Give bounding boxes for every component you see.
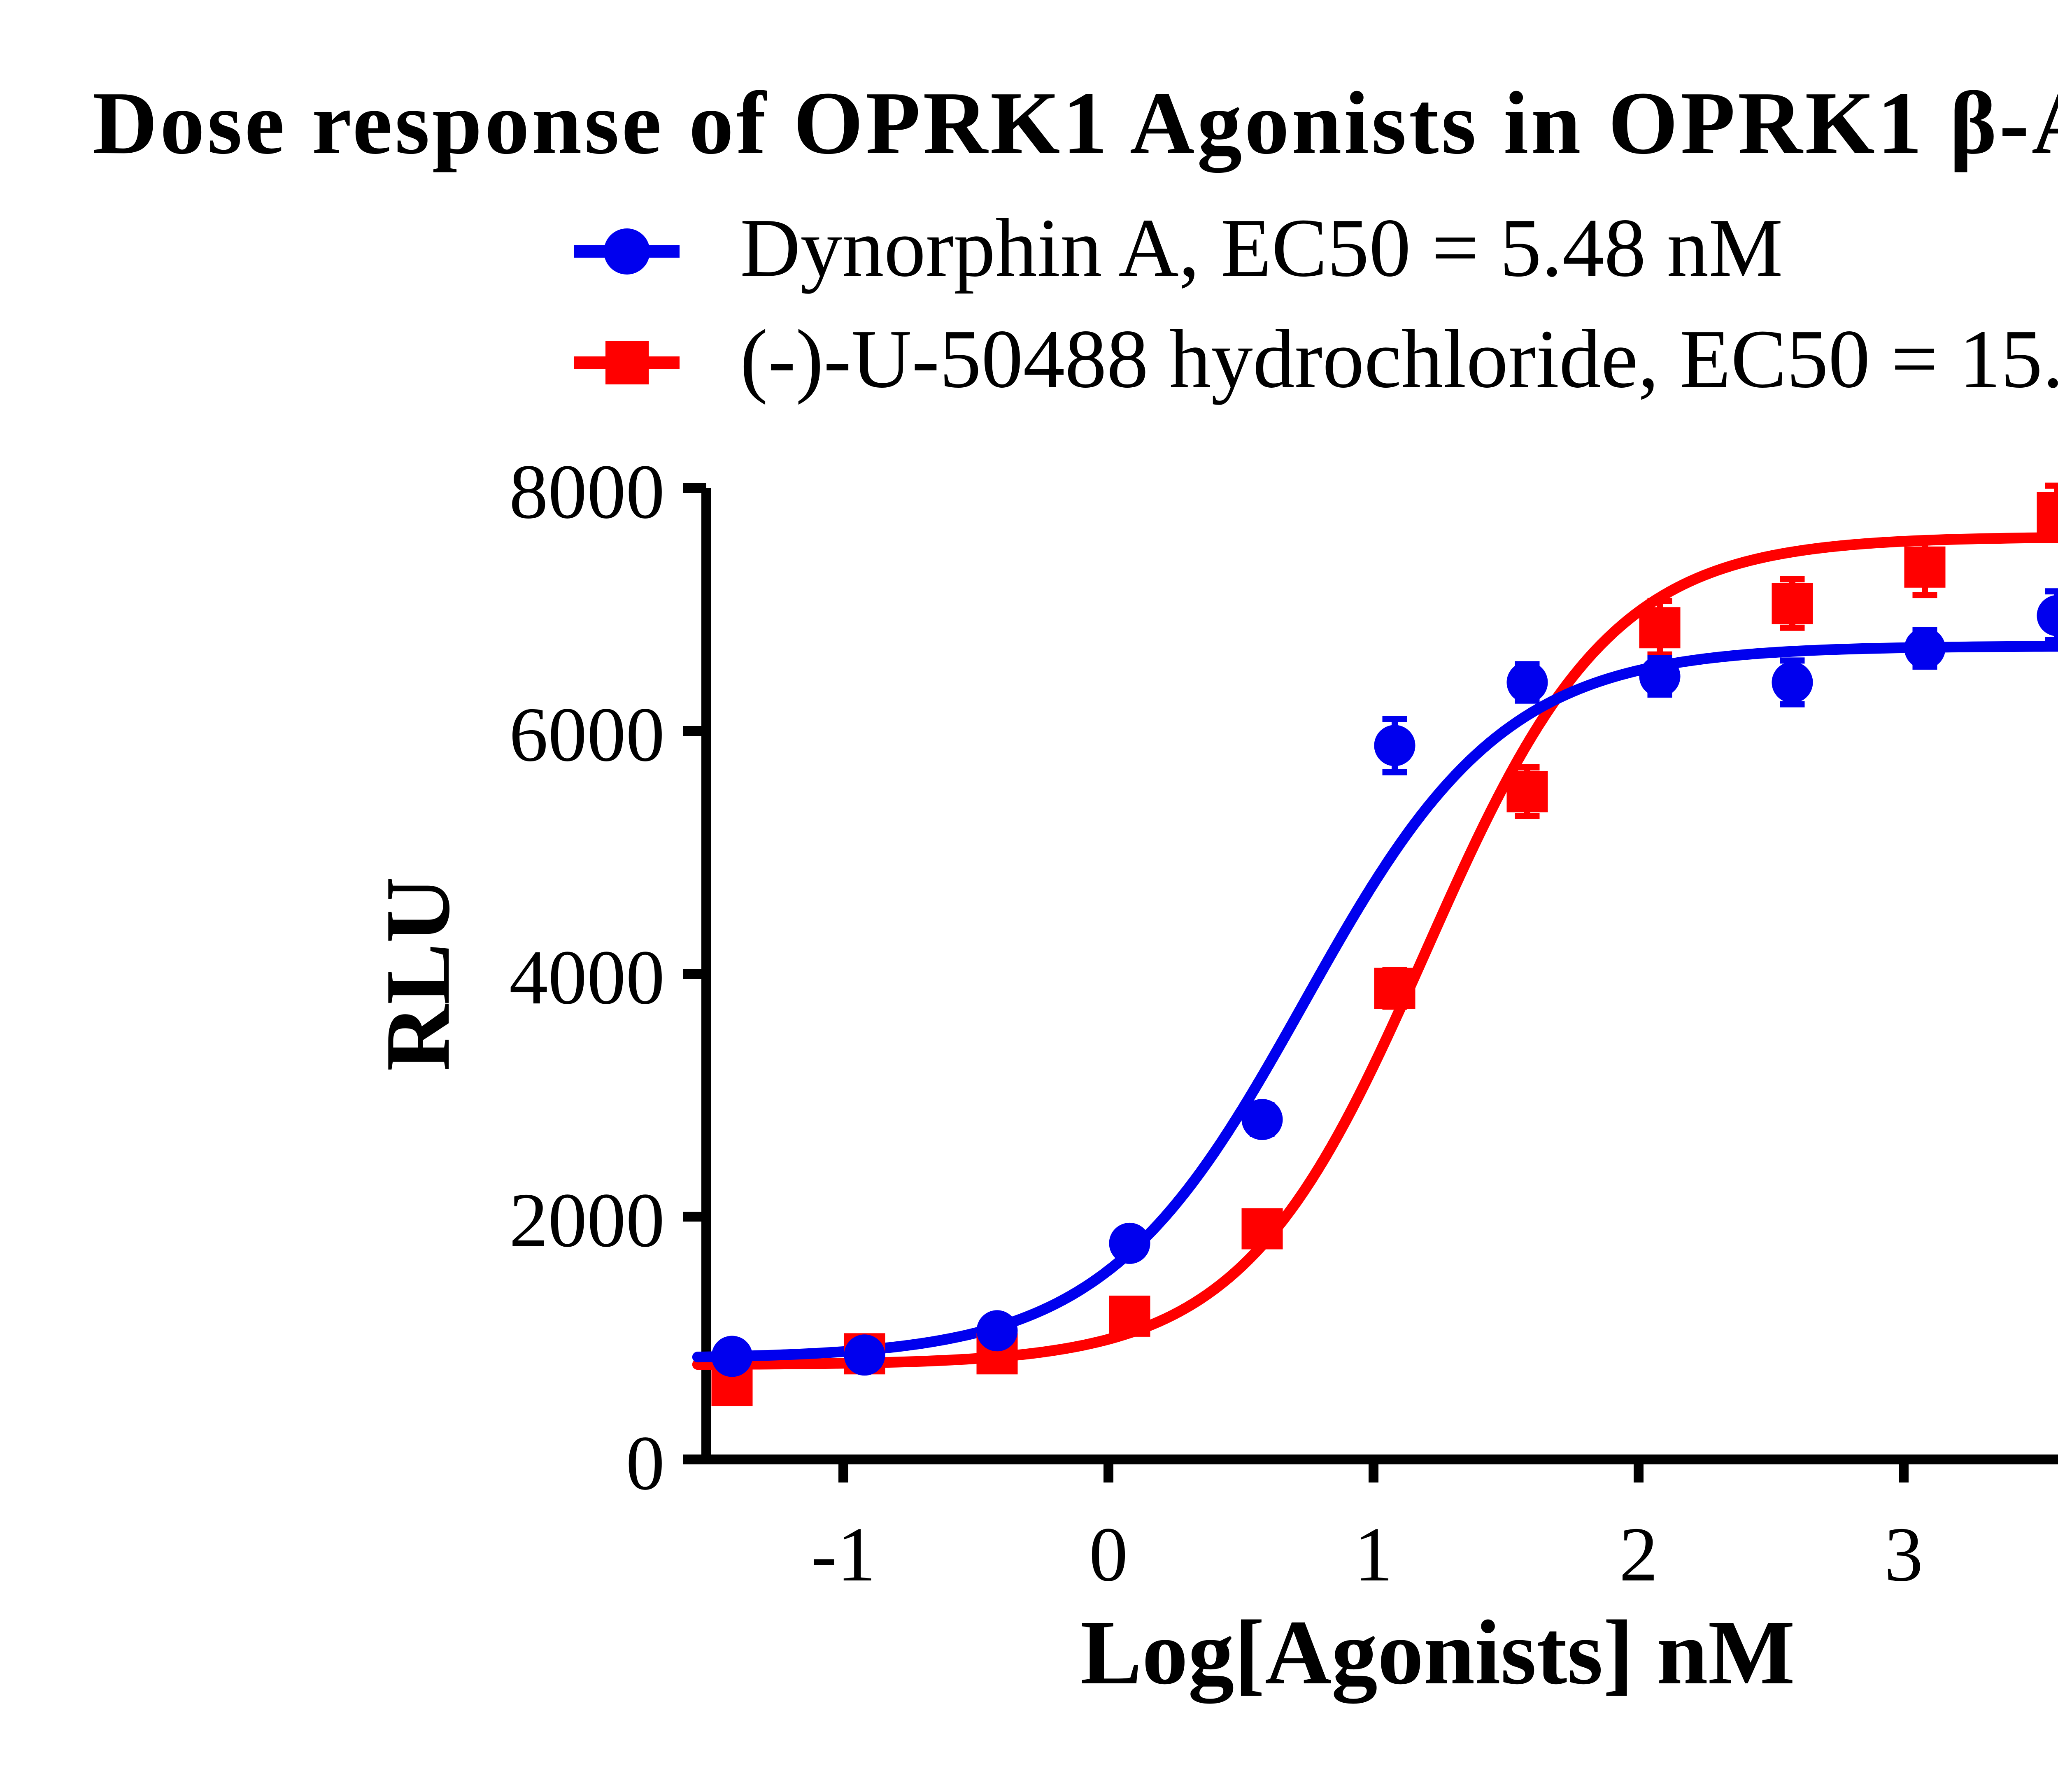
- svg-text:4000: 4000: [509, 934, 665, 1020]
- svg-text:Dynorphin A, EC50 = 5.48 nM: Dynorphin A, EC50 = 5.48 nM: [740, 201, 1783, 294]
- svg-text:Log[Agonists] nM: Log[Agonists] nM: [1080, 1601, 1795, 1704]
- svg-text:(-)-U-50488 hydrochloride, EC5: (-)-U-50488 hydrochloride, EC50 = 15.8 n…: [740, 312, 2058, 405]
- svg-text:Dose response of OPRK1 Agonist: Dose response of OPRK1 Agonists in OPRK1…: [93, 74, 2058, 173]
- svg-text:RLU: RLU: [367, 877, 469, 1071]
- svg-text:-1: -1: [811, 1511, 875, 1597]
- svg-text:1: 1: [1354, 1511, 1393, 1597]
- svg-text:2000: 2000: [509, 1177, 665, 1263]
- svg-text:0: 0: [1089, 1511, 1128, 1597]
- svg-text:2: 2: [1619, 1511, 1658, 1597]
- svg-text:8000: 8000: [509, 449, 665, 535]
- svg-text:0: 0: [626, 1420, 665, 1506]
- svg-text:6000: 6000: [509, 691, 665, 777]
- svg-text:3: 3: [1884, 1511, 1923, 1597]
